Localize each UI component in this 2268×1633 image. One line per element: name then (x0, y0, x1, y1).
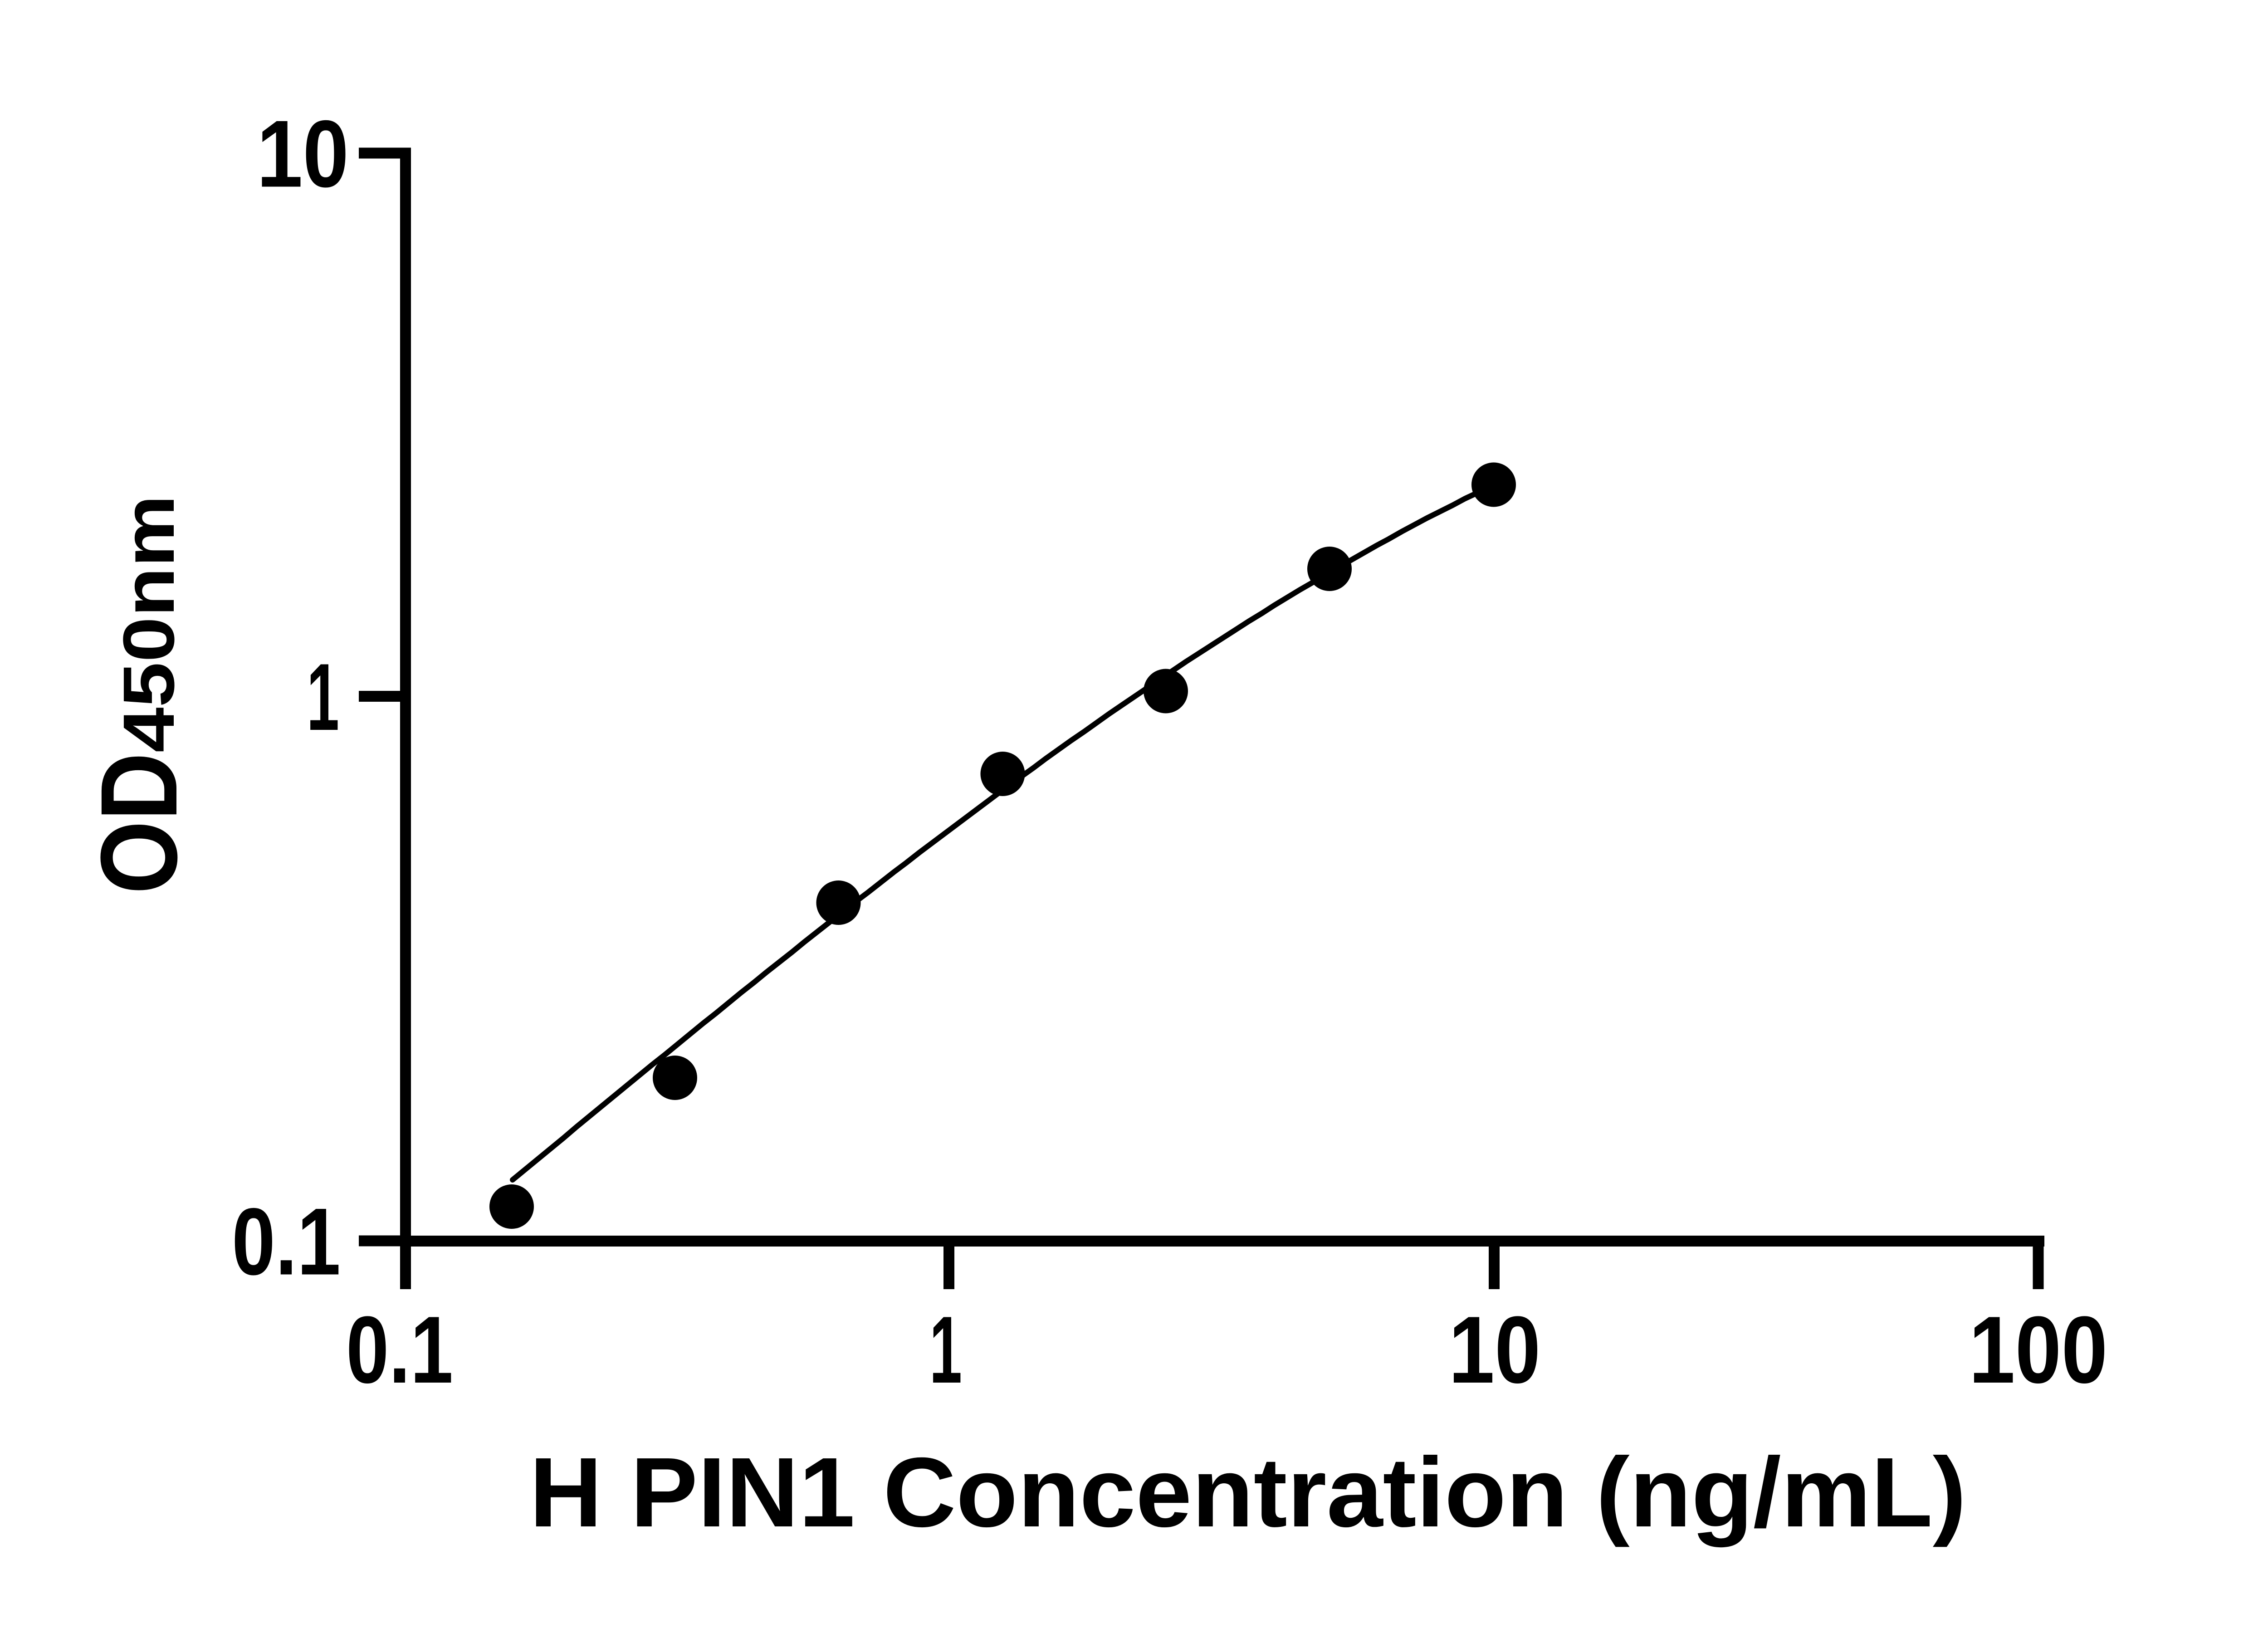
svg-text:450nm: 450nm (108, 495, 189, 753)
svg-text:H PIN1 Concentration (ng/mL): H PIN1 Concentration (ng/mL) (529, 1437, 1966, 1548)
svg-text:100: 100 (1969, 1296, 2108, 1403)
svg-text:1: 1 (929, 1296, 962, 1403)
svg-text:0.1: 0.1 (346, 1296, 453, 1403)
svg-text:0.1: 0.1 (232, 1188, 341, 1295)
svg-text:10: 10 (257, 101, 349, 207)
svg-text:OD: OD (78, 753, 200, 894)
svg-text:1: 1 (307, 644, 339, 750)
svg-text:10: 10 (1449, 1296, 1541, 1403)
